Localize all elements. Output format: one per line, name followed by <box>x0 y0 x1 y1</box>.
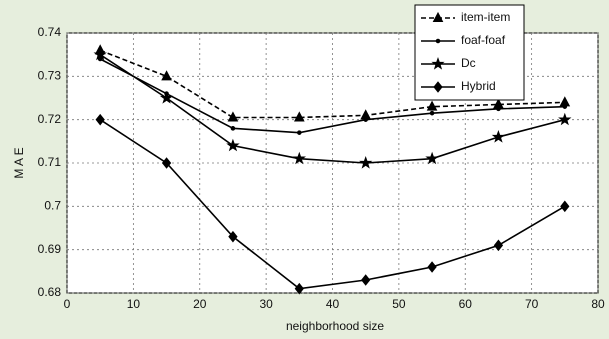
marker <box>363 117 368 122</box>
y-tick-label: 0.68 <box>38 285 62 299</box>
legend-marker <box>432 11 444 22</box>
marker <box>558 112 572 126</box>
marker <box>493 239 504 252</box>
marker <box>294 282 304 295</box>
series-line <box>99 53 566 164</box>
x-tick-label: 50 <box>392 297 406 311</box>
x-tick-label: 40 <box>326 297 340 311</box>
x-tick-label: 80 <box>591 297 605 311</box>
x-axis-label: neighborhood size <box>286 319 384 333</box>
marker <box>297 130 302 135</box>
legend-label: foaf-foaf <box>461 33 506 47</box>
x-tick-label: 70 <box>525 297 539 311</box>
y-tick-label: 0.71 <box>38 155 62 169</box>
series-line <box>99 58 565 134</box>
marker <box>292 151 306 165</box>
marker <box>227 111 239 122</box>
marker <box>491 129 506 143</box>
legend-marker <box>431 56 445 70</box>
marker <box>230 126 236 131</box>
x-tick-label: 10 <box>127 297 141 311</box>
marker <box>427 261 437 273</box>
series-line <box>99 49 565 119</box>
marker <box>226 138 240 152</box>
marker <box>426 100 438 111</box>
marker <box>93 47 107 61</box>
legend-box <box>414 4 525 101</box>
marker <box>293 111 305 122</box>
marker <box>429 110 435 116</box>
marker <box>159 90 174 104</box>
marker <box>361 274 371 286</box>
y-axis-label: M A E <box>12 147 26 178</box>
legend-label: item-item <box>461 10 510 24</box>
y-tick-label: 0.74 <box>38 25 62 39</box>
series-line <box>99 118 566 290</box>
marker <box>161 157 172 169</box>
legend-marker <box>433 81 443 93</box>
marker <box>425 151 439 165</box>
marker <box>228 230 238 243</box>
x-tick-label: 20 <box>193 297 207 311</box>
y-tick-label: 0.72 <box>38 112 62 126</box>
marker <box>562 104 568 109</box>
y-tick-label: 0.69 <box>38 242 62 256</box>
x-tick-label: 0 <box>64 297 71 311</box>
marker <box>560 200 570 213</box>
legend-label: Hybrid <box>461 79 496 93</box>
y-tick-label: 0.73 <box>38 69 62 83</box>
legend-marker <box>435 38 441 44</box>
marker <box>496 106 501 112</box>
legend: item-item foaf-foaf Dc Hybrid <box>414 4 525 101</box>
x-tick-label: 60 <box>459 297 473 311</box>
marker <box>161 70 172 81</box>
marker <box>95 113 105 126</box>
x-tick-label: 30 <box>259 297 273 311</box>
marker <box>359 155 373 169</box>
y-tick-label: 0.7 <box>44 199 61 213</box>
legend-label: Dc <box>461 56 476 70</box>
